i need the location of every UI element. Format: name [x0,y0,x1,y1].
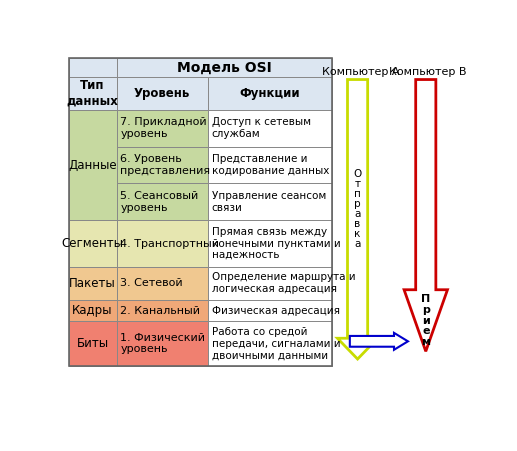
Text: О
т
п
р
а
в
к
а: О т п р а в к а [354,169,362,249]
Polygon shape [404,79,448,351]
Text: Работа со средой
передачи, сигналами и
двоичными данными: Работа со средой передачи, сигналами и д… [212,327,341,360]
Text: Прямая связь между
конечными пунктами и
надежность: Прямая связь между конечными пунктами и … [212,227,341,260]
Text: Сегменты: Сегменты [62,237,124,250]
Bar [68,58,116,77]
Bar [208,110,332,147]
Text: 3. Сетевой: 3. Сетевой [120,278,183,288]
Bar [208,184,332,221]
Text: 5. Сеансовый
уровень: 5. Сеансовый уровень [120,191,199,213]
Bar [116,321,208,366]
Polygon shape [338,79,378,359]
Bar [208,300,332,321]
Text: П
р
и
е
м: П р и е м [421,294,430,347]
Bar [68,221,116,267]
Text: Функции: Функции [240,87,300,100]
Text: Доступ к сетевым
службам: Доступ к сетевым службам [212,117,311,139]
Text: Представление и
кодирование данных: Представление и кодирование данных [212,154,329,176]
FancyArrow shape [350,333,408,350]
Text: Уровень: Уровень [134,87,190,100]
Text: 6. Уровень
представления: 6. Уровень представления [120,154,210,176]
Text: 7. Прикладной
уровень: 7. Прикладной уровень [120,117,207,139]
Bar [68,321,116,366]
Bar [208,221,332,267]
Text: Данные: Данные [68,158,117,171]
Text: Определение маршрута и
логическая адресация: Определение маршрута и логическая адреса… [212,272,356,294]
Bar [116,300,208,321]
Text: 1. Физический
уровень: 1. Физический уровень [120,333,205,354]
Text: Компьютер А: Компьютер А [322,67,400,77]
Text: Управление сеансом
связи: Управление сеансом связи [212,191,326,213]
Bar [68,58,332,366]
Text: Пакеты: Пакеты [69,277,116,290]
Bar [68,300,116,321]
Text: 2. Канальный: 2. Канальный [120,305,201,316]
Bar [68,110,116,221]
Bar [208,321,332,366]
Bar [116,221,208,267]
Text: Физическая адресация: Физическая адресация [212,305,340,316]
Bar [208,267,332,300]
Text: Модель OSI: Модель OSI [177,60,271,74]
Bar [208,77,332,110]
Text: Компьютер В: Компьютер В [389,67,466,77]
Bar [68,267,116,300]
Bar [68,77,116,110]
Bar [116,110,208,147]
Text: Тип
данных: Тип данных [67,79,118,107]
Bar [116,147,208,184]
Text: Биты: Биты [77,337,109,350]
Text: 4. Транспортный: 4. Транспортный [120,239,219,249]
Text: Кадры: Кадры [72,304,113,317]
Bar [208,147,332,184]
Bar [116,267,208,300]
Bar [116,58,332,77]
Bar [116,184,208,221]
Bar [116,77,208,110]
